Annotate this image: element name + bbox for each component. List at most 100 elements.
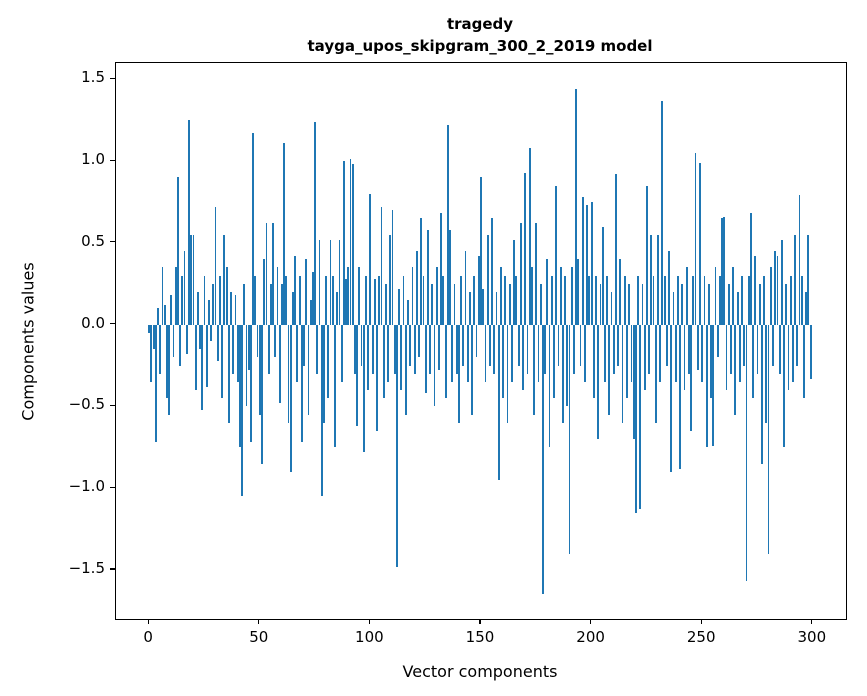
bar xyxy=(409,324,412,366)
bar xyxy=(586,205,589,325)
bar xyxy=(581,197,584,325)
bar xyxy=(393,324,396,374)
bar xyxy=(716,324,719,358)
bar xyxy=(358,267,361,325)
bar xyxy=(172,324,175,358)
bar xyxy=(641,283,644,325)
bar xyxy=(721,218,724,325)
bar xyxy=(789,275,792,325)
bar xyxy=(433,324,436,407)
bar xyxy=(500,267,502,325)
bar xyxy=(245,324,248,407)
bar xyxy=(418,324,420,358)
bar xyxy=(743,324,746,366)
bar xyxy=(241,324,243,497)
x-tick-label: 250 xyxy=(686,628,716,646)
bar xyxy=(451,324,454,382)
bar xyxy=(683,324,686,391)
bar xyxy=(278,324,281,404)
bar xyxy=(298,275,301,325)
bar xyxy=(508,283,511,325)
bar xyxy=(272,223,274,325)
bar xyxy=(477,255,480,325)
bar xyxy=(564,275,566,325)
bar xyxy=(794,234,797,325)
bar xyxy=(670,324,673,472)
bar xyxy=(488,324,491,366)
bar xyxy=(287,324,290,423)
bar xyxy=(354,324,356,374)
bar xyxy=(643,324,646,391)
bar xyxy=(283,143,286,325)
y-tick-label: 1.0 xyxy=(81,150,105,169)
bar xyxy=(502,324,505,399)
bar xyxy=(506,324,509,423)
bar xyxy=(654,324,657,423)
bar xyxy=(159,324,162,374)
y-tick-mark xyxy=(110,77,115,79)
bar xyxy=(584,324,586,382)
bar xyxy=(772,324,774,366)
x-tick-label: 200 xyxy=(576,628,605,646)
bar xyxy=(373,278,376,325)
bar xyxy=(542,324,544,595)
y-tick-label: −1.5 xyxy=(68,558,105,577)
bar xyxy=(407,300,409,325)
bar xyxy=(402,275,405,325)
bar xyxy=(754,255,757,325)
bar xyxy=(783,324,785,448)
bar xyxy=(719,275,721,325)
bar xyxy=(730,324,732,374)
bar xyxy=(610,291,613,325)
chart-title: tragedy xyxy=(446,15,514,33)
bar xyxy=(225,267,228,325)
bar xyxy=(161,267,164,325)
bar xyxy=(396,324,398,567)
bar xyxy=(710,324,712,399)
x-tick-mark xyxy=(811,619,813,625)
bar xyxy=(462,324,465,366)
bar xyxy=(303,324,305,366)
bar xyxy=(247,324,250,371)
bar xyxy=(714,267,717,325)
bar xyxy=(619,259,622,325)
bar xyxy=(707,283,710,325)
bar xyxy=(261,324,263,464)
bar xyxy=(727,283,730,325)
bar xyxy=(690,324,693,431)
bar xyxy=(148,324,151,333)
bar xyxy=(626,324,628,399)
bar xyxy=(570,267,573,325)
bar xyxy=(526,324,529,374)
bar xyxy=(588,275,591,325)
bar xyxy=(657,234,659,325)
bar xyxy=(639,324,642,510)
bar xyxy=(734,324,737,415)
bar xyxy=(595,275,597,325)
bar xyxy=(300,324,303,443)
bar xyxy=(380,206,383,325)
bar xyxy=(360,324,363,366)
bar xyxy=(449,229,451,325)
bar xyxy=(592,324,595,399)
bar xyxy=(345,278,347,325)
bar xyxy=(530,267,533,325)
bar xyxy=(258,324,261,415)
bar xyxy=(736,291,739,325)
bar xyxy=(550,275,553,325)
bar xyxy=(150,324,153,382)
bar xyxy=(482,288,485,325)
bar xyxy=(637,275,639,325)
bar xyxy=(212,283,215,325)
bar xyxy=(457,324,460,423)
bar xyxy=(608,324,611,415)
bar xyxy=(601,226,604,325)
bar xyxy=(331,275,334,325)
bar xyxy=(174,267,177,325)
bar xyxy=(561,324,564,423)
bar xyxy=(776,255,779,325)
bar xyxy=(179,324,182,366)
bar xyxy=(579,324,582,366)
bar xyxy=(435,267,438,325)
